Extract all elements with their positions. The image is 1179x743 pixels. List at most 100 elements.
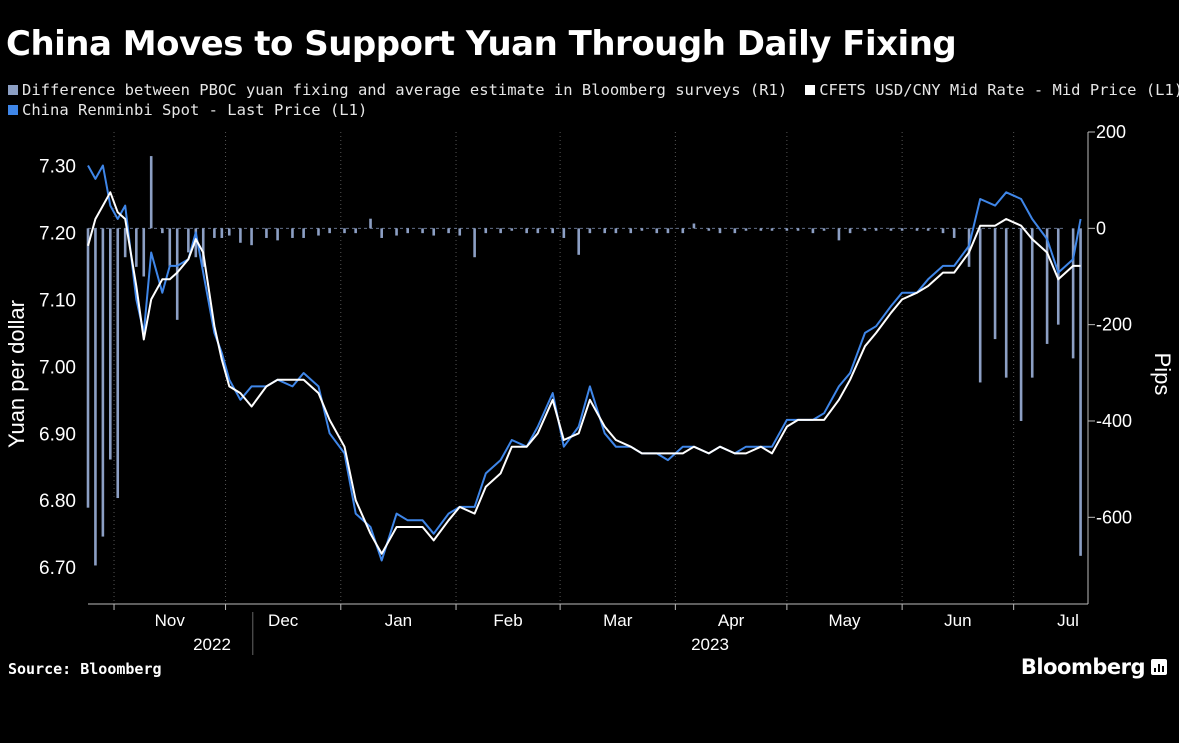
- chart-title: China Moves to Support Yuan Through Dail…: [6, 24, 957, 64]
- source-note: Source: Bloomberg: [8, 660, 162, 678]
- y-right-tick-label: -400: [1096, 411, 1132, 431]
- legend-swatch: [805, 85, 816, 95]
- fixing-diff-bar: [101, 228, 105, 537]
- y-right-tick-label: -600: [1096, 507, 1132, 527]
- fixing-diff-bar: [343, 228, 346, 234]
- fixing-diff-bar: [744, 228, 748, 231]
- fixing-diff-bar: [941, 228, 945, 234]
- fixing-diff-bar: [473, 228, 476, 258]
- fixing-diff-bar: [770, 228, 774, 231]
- fixing-diff-bar: [718, 228, 722, 234]
- renminbi-spot-line: [87, 164, 1082, 562]
- fixing-diff-bar: [302, 228, 305, 238]
- fixing-diff-bar: [733, 228, 737, 234]
- fixing-diff-bar: [380, 228, 383, 238]
- fixing-diff-bar: [707, 228, 711, 231]
- fixing-diff-bar: [848, 228, 852, 234]
- fixing-diff-bar: [666, 228, 670, 234]
- fixing-diff-bar: [194, 228, 198, 258]
- fixing-diff-bar: [328, 228, 331, 234]
- y-left-tick-label: 7.00: [39, 357, 76, 378]
- fixing-diff-bar: [614, 228, 618, 234]
- bloomberg-terminal-icon: [1151, 659, 1167, 675]
- fixing-diff-bar: [692, 223, 696, 229]
- fixing-diff-bar: [915, 228, 919, 231]
- chart-legend: Difference between PBOC yuan fixing and …: [8, 80, 1179, 120]
- legend-label: CFETS USD/CNY Mid Rate - Mid Price (L1): [819, 81, 1179, 99]
- fixing-diff-bar: [1045, 228, 1049, 344]
- fixing-diff-bar: [900, 228, 904, 231]
- x-tick-label: Nov: [155, 611, 186, 630]
- y-left-axis-title: Yuan per dollar: [4, 300, 29, 448]
- fixing-diff-bar: [952, 228, 956, 238]
- brand-logo: Bloomberg: [1020, 655, 1146, 679]
- fixing-diff-bar: [655, 228, 659, 234]
- x-tick-label: Mar: [603, 611, 633, 630]
- fixing-diff-bar: [135, 228, 138, 267]
- fixing-diff-bar: [484, 228, 488, 234]
- fixing-diff-bar: [822, 228, 826, 231]
- cfets-mid-rate-line: [87, 191, 1081, 555]
- y-left-tick-label: 6.90: [39, 424, 76, 445]
- fixing-diff-bar: [86, 228, 90, 508]
- x-tick-label: Jun: [944, 611, 971, 630]
- legend-item-renminbi-spot: China Renminbi Spot - Last Price (L1): [8, 100, 367, 120]
- fixing-diff-bar: [317, 228, 320, 236]
- fixing-diff-bar: [161, 228, 164, 234]
- legend-swatch: [8, 85, 18, 95]
- fixing-diff-bar: [499, 228, 502, 234]
- x-tick-label: Jan: [385, 611, 412, 630]
- x-tick-label: Jul: [1057, 611, 1079, 630]
- y-left-tick-label: 6.80: [39, 491, 76, 512]
- legend-item-cfets-mid: CFETS USD/CNY Mid Rate - Mid Price (L1): [805, 80, 1179, 100]
- fixing-diff-bar: [213, 228, 216, 238]
- y-left-tick-label: 6.70: [39, 558, 76, 579]
- y-left-tick-label: 7.20: [39, 223, 76, 244]
- fixing-diff-bar: [967, 228, 971, 267]
- fixing-diff-bar: [536, 228, 540, 234]
- fixing-diff-bar: [250, 228, 253, 246]
- legend-swatch: [8, 105, 18, 115]
- fixing-diff-bar: [369, 218, 372, 229]
- fixing-diff-bar: [1056, 228, 1060, 325]
- fixing-diff-bar: [525, 228, 528, 234]
- fixing-diff-bar: [227, 228, 231, 236]
- fixing-diff-bar: [629, 228, 633, 234]
- fixing-diff-bar: [562, 228, 566, 238]
- x-year-label: 2023: [691, 635, 729, 654]
- x-year-label: 2022: [193, 635, 231, 654]
- fixing-diff-bar: [123, 228, 127, 258]
- y-right-tick-label: 200: [1096, 122, 1126, 142]
- fixing-diff-bar: [201, 228, 205, 267]
- fixing-diff-bar: [187, 228, 190, 253]
- legend-item-fixing-diff: Difference between PBOC yuan fixing and …: [8, 80, 787, 100]
- y-left-tick-label: 7.10: [39, 290, 76, 311]
- fixing-diff-bar: [354, 228, 357, 234]
- fixing-diff-bar: [926, 228, 930, 231]
- fixing-diff-bar: [220, 228, 224, 238]
- fixing-diff-bar: [874, 228, 878, 231]
- fixing-diff-bar: [458, 228, 462, 236]
- fixing-diff-bar: [116, 228, 120, 499]
- x-tick-label: Dec: [268, 611, 299, 630]
- fixing-diff-bar: [1071, 228, 1075, 359]
- fixing-diff-bar: [863, 228, 867, 231]
- y-left-tick-label: 7.30: [39, 156, 76, 177]
- fixing-diff-bar: [811, 228, 815, 234]
- fixing-diff-bar: [142, 228, 146, 277]
- y-right-tick-label: -200: [1096, 315, 1132, 335]
- fixing-diff-bar: [510, 228, 514, 231]
- fixing-diff-bar: [1004, 228, 1008, 378]
- fixing-diff-bar: [640, 228, 644, 231]
- fixing-diff-bar: [551, 228, 554, 234]
- fixing-diff-bar: [889, 228, 893, 231]
- fixing-diff-bar: [1079, 228, 1082, 556]
- fixing-diff-bar: [1019, 228, 1023, 421]
- fixing-diff-bar: [447, 228, 450, 234]
- fixing-diff-bar: [239, 228, 242, 243]
- fixing-diff-bar: [94, 228, 97, 566]
- fixing-diff-bar: [291, 228, 294, 238]
- fixing-diff-bar: [395, 228, 398, 236]
- x-tick-label: May: [828, 611, 861, 630]
- y-right-tick-label: 0: [1096, 218, 1106, 238]
